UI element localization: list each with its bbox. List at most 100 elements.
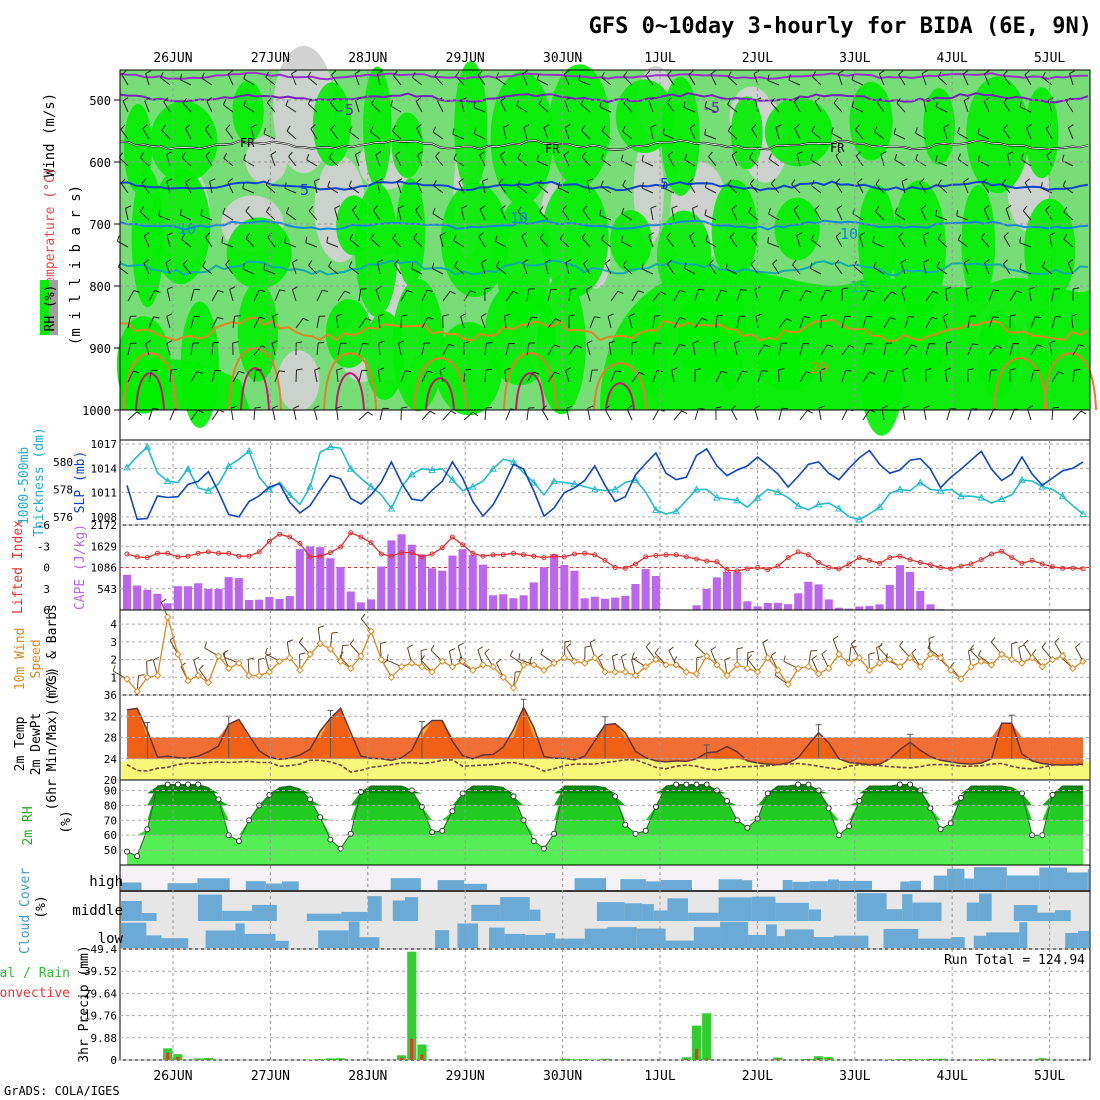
wind-barb bbox=[862, 371, 871, 383]
contour-label: FR bbox=[830, 141, 845, 155]
wind-barb-feather bbox=[729, 232, 735, 238]
rh-moist-area bbox=[661, 76, 700, 196]
rh-line bbox=[126, 784, 1083, 857]
date-label: 3JUL bbox=[839, 1069, 870, 1084]
wind-barb-feather bbox=[163, 97, 169, 103]
precip-total-bar bbox=[325, 1058, 335, 1060]
lifted-index-point bbox=[968, 561, 974, 567]
wind-barb-feather bbox=[473, 101, 476, 108]
y-tick-label: 9.88 bbox=[91, 1032, 118, 1045]
wind-barb-feather bbox=[122, 97, 129, 102]
wind-barb bbox=[305, 242, 318, 248]
cloud-cover-block bbox=[252, 904, 277, 921]
wind-barb-feather bbox=[731, 205, 737, 210]
wind-barb bbox=[704, 214, 717, 221]
wind-barb bbox=[841, 370, 846, 383]
wind-barb bbox=[526, 371, 535, 383]
data-point bbox=[489, 464, 497, 472]
wind-barb-feather bbox=[564, 640, 572, 643]
wind-barb bbox=[452, 133, 465, 140]
wind-barb bbox=[610, 370, 616, 383]
wind-speed-point bbox=[438, 657, 446, 666]
temperature-contour bbox=[413, 356, 467, 411]
wind-barb-feather bbox=[245, 205, 250, 212]
wind-barb bbox=[626, 408, 633, 421]
wind-barb bbox=[348, 266, 360, 275]
wind-barb bbox=[415, 209, 423, 221]
wind-barb-feather bbox=[821, 314, 828, 317]
wind-barb bbox=[715, 315, 718, 329]
wind-barb bbox=[331, 74, 339, 86]
data-point bbox=[916, 478, 925, 486]
wind-barb bbox=[337, 290, 346, 302]
wind-barb bbox=[875, 183, 885, 194]
precip-total-bar bbox=[315, 1059, 325, 1060]
wind-barb-feather bbox=[415, 205, 421, 211]
wind-barb-feather bbox=[222, 99, 227, 106]
wind-barb-feather bbox=[473, 127, 477, 134]
wind-barb bbox=[142, 128, 150, 140]
wind-barb bbox=[770, 102, 780, 113]
wind-barb-feather bbox=[314, 178, 321, 182]
wind-barb bbox=[727, 184, 738, 194]
wind-barb-feather bbox=[692, 205, 699, 209]
wind-barb bbox=[689, 236, 696, 248]
cloud-cover-block bbox=[121, 882, 142, 890]
y-tick-label-cape: 2172 bbox=[91, 519, 118, 532]
data-point bbox=[529, 478, 538, 486]
wind-barb-feather bbox=[831, 127, 834, 134]
wind-barb-feather bbox=[946, 341, 953, 344]
wind-barb-feather bbox=[581, 232, 587, 239]
wind-barb-feather bbox=[943, 124, 950, 128]
lifted-index-point bbox=[419, 554, 425, 560]
wind-barb bbox=[349, 238, 360, 248]
wind-barb-feather bbox=[196, 371, 203, 374]
cloud-cover-block bbox=[661, 880, 692, 890]
wind-barb-feather bbox=[847, 408, 854, 412]
wind-barb-feather bbox=[957, 234, 962, 241]
cape-bar bbox=[163, 603, 172, 610]
wind-barb-feather bbox=[901, 178, 908, 182]
wind-barb-feather bbox=[271, 340, 278, 344]
wind-barb-feather bbox=[666, 97, 672, 103]
wind-barb bbox=[394, 155, 402, 167]
axis-title-cloud-cover-line: Cloud Cover bbox=[18, 868, 33, 954]
cloud-cover-block bbox=[574, 878, 607, 890]
date-label: 26JUN bbox=[153, 1069, 192, 1084]
wind-barb-feather bbox=[734, 340, 740, 344]
wind-barb-feather bbox=[814, 205, 820, 211]
wind-barb bbox=[148, 408, 154, 421]
wind-barb-feather bbox=[566, 643, 572, 648]
wind-barb-feather bbox=[889, 317, 896, 320]
wind-barb bbox=[182, 102, 192, 113]
wind-speed-point bbox=[530, 661, 538, 669]
axis-title-2m-rh-line: 2m RH bbox=[21, 806, 36, 845]
lifted-index-point bbox=[195, 550, 201, 556]
wind-barb-feather bbox=[307, 98, 312, 105]
wind-barb-feather bbox=[138, 674, 145, 677]
wind-barb-feather bbox=[850, 639, 857, 645]
wind-barb-feather bbox=[727, 71, 732, 78]
wind-barb-feather bbox=[1052, 406, 1059, 409]
wind-barb bbox=[432, 213, 444, 221]
rh-moist-area bbox=[730, 96, 763, 170]
wind-barb-feather bbox=[328, 260, 332, 267]
wind-barb bbox=[435, 156, 444, 167]
data-point bbox=[143, 442, 152, 450]
wind-barb-feather bbox=[496, 658, 502, 664]
wind-barb-feather bbox=[437, 97, 443, 102]
wind-barb bbox=[645, 75, 654, 86]
wind-speed-point bbox=[743, 664, 752, 673]
temperature-contour bbox=[515, 371, 545, 411]
wind-barb-feather bbox=[1014, 408, 1021, 411]
cape-bar bbox=[468, 555, 477, 610]
cape-bar bbox=[834, 607, 843, 610]
cape-bar bbox=[723, 571, 732, 610]
wind-barb-feather bbox=[555, 318, 562, 322]
wind-barb-feather bbox=[533, 371, 540, 375]
wind-barb-feather bbox=[898, 70, 904, 76]
wind-barb bbox=[967, 343, 973, 356]
cape-bar bbox=[133, 585, 142, 610]
axis-title-thickness-line: 1000-500mb bbox=[17, 447, 32, 525]
